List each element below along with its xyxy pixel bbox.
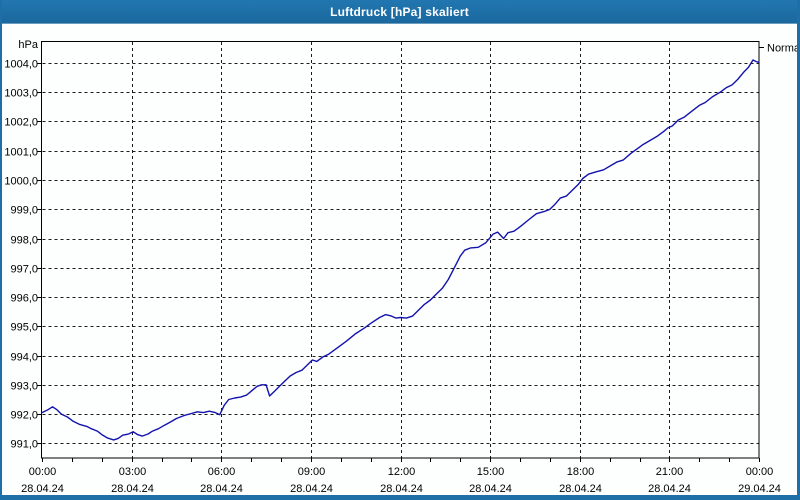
x-tick-time-label: 00:00 <box>29 466 57 478</box>
x-tick-date-label: 28.04.24 <box>290 483 333 495</box>
y-axis-unit-label: hPa <box>18 39 38 51</box>
x-tick-date-label: 28.04.24 <box>380 483 423 495</box>
x-tick-date-label: 29.04.24 <box>738 483 781 495</box>
x-tick-date-label: 28.04.24 <box>200 483 243 495</box>
y-tick-label: 997,0 <box>10 264 38 276</box>
y-tick-label: 1003,0 <box>4 88 38 100</box>
x-tick-date-label: 28.04.24 <box>111 483 154 495</box>
y-tick-label: 991,0 <box>10 439 38 451</box>
x-tick-time-label: 15:00 <box>477 466 505 478</box>
y-tick-label: 998,0 <box>10 235 38 247</box>
x-tick-date-label: 28.04.24 <box>469 483 512 495</box>
y-tick-label: 993,0 <box>10 381 38 393</box>
y-tick-label: 1004,0 <box>4 59 38 71</box>
pressure-line-chart: 991,0 992,0 993,0 994,0 995,0 996,0 997,0 998,0… <box>4 39 800 495</box>
window-title: Luftdruck [hPa] skaliert <box>330 4 469 19</box>
x-tick-time-label: 09:00 <box>298 466 326 478</box>
x-tick-date-label: 28.04.24 <box>559 483 602 495</box>
x-tick-time-label: 03:00 <box>119 466 147 478</box>
y-tick-label: 1000,0 <box>4 176 38 188</box>
y-tick-label: 999,0 <box>10 205 38 217</box>
chart-area: 991,0 992,0 993,0 994,0 995,0 996,0 997,0 998,0… <box>2 24 797 495</box>
x-tick-time-label: 12:00 <box>388 466 416 478</box>
x-tick-time-label: 21:00 <box>656 466 684 478</box>
y-tick-label: 992,0 <box>10 410 38 422</box>
normal-marker-label: Normal <box>767 43 800 55</box>
y-tick-label: 995,0 <box>10 322 38 334</box>
y-tick-label: 996,0 <box>10 293 38 305</box>
window-titlebar[interactable]: Luftdruck [hPa] skaliert <box>2 0 797 24</box>
pressure-series-line <box>41 59 760 441</box>
x-tick-time-label: 00:00 <box>746 466 774 478</box>
plot-border <box>41 41 760 459</box>
x-tick-time-label: 06:00 <box>208 466 236 478</box>
y-tick-label: 994,0 <box>10 352 38 364</box>
x-tick-date-label: 28.04.24 <box>21 483 64 495</box>
y-tick-label: 1002,0 <box>4 117 38 129</box>
y-tick-label: 1001,0 <box>4 147 38 159</box>
x-tick-time-label: 18:00 <box>567 466 595 478</box>
x-tick-date-label: 28.04.24 <box>648 483 691 495</box>
